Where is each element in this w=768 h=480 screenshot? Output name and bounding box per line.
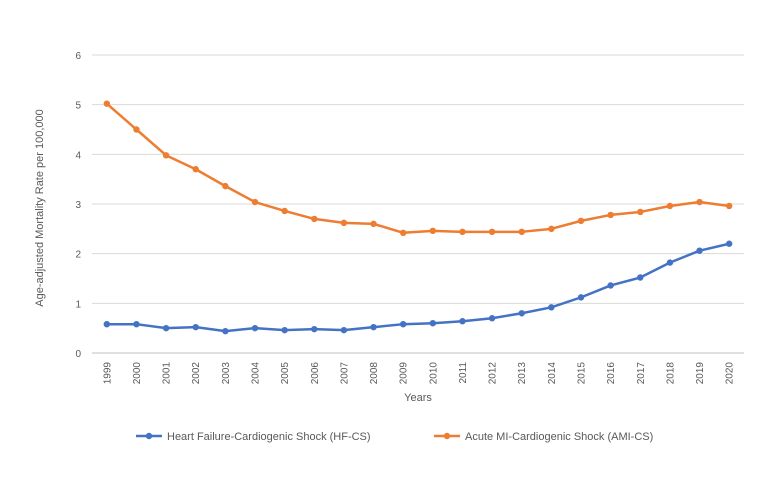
data-point <box>311 325 318 333</box>
legend-item: Heart Failure-Cardiogenic Shock (HF-CS) <box>136 431 371 443</box>
legend-label: Acute MI-Cardiogenic Shock (AMI-CS) <box>465 431 653 443</box>
data-point <box>340 326 348 334</box>
x-tick-label: 2018 <box>665 362 676 385</box>
data-point <box>103 320 111 328</box>
data-point <box>281 207 288 215</box>
data-point <box>666 259 674 266</box>
data-point <box>222 182 229 190</box>
x-tick-label: 2015 <box>577 362 588 385</box>
data-point <box>577 217 585 225</box>
x-tick-label: 2007 <box>339 362 350 385</box>
x-tick-label: 2016 <box>606 362 617 385</box>
legend-item: Acute MI-Cardiogenic Shock (AMI-CS) <box>434 431 653 443</box>
data-point <box>518 228 525 236</box>
data-point <box>429 320 437 327</box>
data-point <box>637 208 644 216</box>
data-point <box>607 211 614 219</box>
data-point <box>133 126 140 133</box>
data-point <box>696 247 703 254</box>
data-point <box>459 318 466 325</box>
y-tick-label: 3 <box>75 200 81 211</box>
legend-marker <box>145 432 153 440</box>
y-tick-label: 2 <box>75 250 81 261</box>
data-point <box>222 327 229 335</box>
y-tick-label: 0 <box>75 349 81 360</box>
data-point <box>162 324 170 332</box>
x-tick-label: 2000 <box>132 362 143 385</box>
data-point <box>133 320 140 328</box>
data-point <box>370 323 377 331</box>
x-axis-title: Years <box>404 392 432 404</box>
y-axis-title: Age-adjusted Mortality Rate per 100,000 <box>34 109 46 307</box>
data-point <box>429 227 437 235</box>
data-point <box>281 326 288 334</box>
x-tick-label: 2002 <box>191 362 202 385</box>
x-tick-label: 2012 <box>488 362 499 385</box>
series-line <box>105 102 731 235</box>
x-tick-label: 2019 <box>695 362 706 385</box>
x-tick-label: 2011 <box>458 362 469 384</box>
data-point <box>192 166 199 173</box>
data-point <box>518 310 525 317</box>
series-lines <box>103 100 733 335</box>
data-point <box>548 225 555 233</box>
y-tick-labels: 0 1 2 3 4 5 6 <box>75 51 81 360</box>
data-point <box>488 315 496 322</box>
data-point <box>666 202 674 210</box>
x-tick-label: 1999 <box>102 362 113 385</box>
y-tick-label: 4 <box>75 150 81 161</box>
data-point <box>459 228 466 236</box>
y-tick-label: 6 <box>75 51 81 62</box>
x-tick-label: 2005 <box>280 362 291 385</box>
x-tick-label: 2020 <box>725 362 736 385</box>
data-point <box>725 240 733 247</box>
data-point <box>311 215 318 223</box>
data-point <box>162 152 170 159</box>
x-tick-label: 2001 <box>162 362 173 385</box>
legend: Heart Failure-Cardiogenic Shock (HF-CS) A… <box>136 431 653 443</box>
data-point <box>548 304 555 311</box>
data-point <box>370 220 377 228</box>
x-tick-label: 2003 <box>221 362 232 385</box>
legend-marker <box>443 432 451 440</box>
data-point <box>399 320 407 328</box>
data-point <box>488 228 496 236</box>
x-tick-labels: 1999 2000 2001 2002 2003 2004 2005 2006 2007 2008… <box>102 362 735 385</box>
gridlines <box>92 54 744 354</box>
data-point <box>637 274 644 281</box>
data-point <box>103 100 111 107</box>
data-point <box>192 323 199 331</box>
series-1 <box>103 100 733 237</box>
data-point <box>340 219 348 227</box>
x-tick-label: 2006 <box>310 362 321 385</box>
data-point <box>399 229 407 237</box>
x-tick-label: 2008 <box>369 362 380 385</box>
data-point <box>607 282 614 289</box>
legend-label: Heart Failure-Cardiogenic Shock (HF-CS) <box>167 431 371 443</box>
x-tick-label: 2014 <box>547 362 558 385</box>
x-tick-label: 2013 <box>517 362 528 385</box>
x-tick-label: 2017 <box>636 362 647 385</box>
y-tick-label: 1 <box>75 299 81 310</box>
data-point <box>725 202 733 210</box>
y-tick-label: 5 <box>75 101 81 112</box>
data-point <box>251 324 259 332</box>
data-point <box>251 198 259 206</box>
x-tick-label: 2009 <box>399 362 410 385</box>
data-point <box>577 294 585 301</box>
series-line <box>105 242 731 333</box>
data-point <box>696 198 703 206</box>
x-tick-label: 2010 <box>428 362 439 385</box>
x-tick-label: 2004 <box>251 362 262 385</box>
series-0 <box>103 240 733 335</box>
